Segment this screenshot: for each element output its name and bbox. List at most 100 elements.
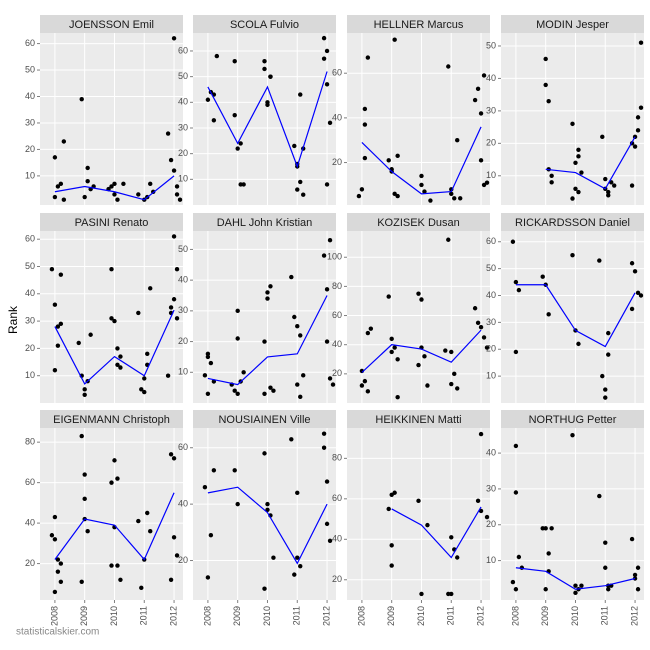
panel-title: HELLNER Marcus: [374, 19, 464, 31]
point: [109, 316, 114, 321]
point: [428, 198, 433, 203]
point: [298, 394, 303, 400]
point: [570, 432, 575, 438]
strip-background: [347, 410, 490, 428]
y-tick-label: 20: [486, 519, 496, 529]
point: [241, 182, 246, 187]
point: [632, 144, 638, 149]
point: [58, 321, 64, 327]
y-tick-label: 30: [178, 122, 188, 132]
point: [570, 121, 575, 127]
point: [232, 112, 237, 118]
point: [118, 577, 123, 582]
trend-line: [391, 506, 482, 559]
panel-background: [347, 428, 490, 600]
point: [241, 370, 246, 375]
x-tick-label: 2011: [446, 606, 456, 625]
point: [298, 333, 303, 338]
trend-line: [54, 492, 175, 561]
point: [395, 394, 400, 400]
y-tick-label: 40: [178, 499, 188, 509]
point: [576, 154, 581, 159]
panel-title: DAHL John Kristian: [217, 217, 313, 229]
point: [543, 526, 548, 531]
point: [449, 381, 454, 387]
point: [79, 433, 84, 439]
point: [516, 287, 522, 293]
point: [232, 59, 237, 64]
point: [208, 360, 214, 366]
point: [606, 193, 611, 198]
y-tick-label: 40: [332, 112, 342, 122]
strip-background: [40, 213, 183, 231]
y-tick-label: 40: [25, 288, 35, 298]
point: [268, 74, 273, 79]
point: [458, 196, 463, 201]
point: [211, 468, 217, 473]
point: [449, 191, 454, 197]
point: [171, 535, 177, 540]
point: [484, 345, 490, 350]
strip-background: [501, 15, 644, 33]
point: [262, 339, 267, 344]
point: [324, 82, 330, 87]
y-tick-label: 80: [332, 453, 342, 463]
point: [214, 53, 220, 59]
point: [171, 456, 177, 461]
point: [546, 98, 551, 104]
y-tick-label: 60: [332, 310, 342, 320]
point: [570, 196, 575, 201]
point: [603, 387, 608, 392]
point: [359, 187, 365, 192]
point: [597, 258, 602, 263]
point: [82, 387, 87, 392]
strip-background: [193, 410, 336, 428]
point: [61, 139, 67, 144]
point: [298, 92, 303, 97]
point: [449, 349, 454, 355]
point: [76, 340, 81, 346]
point: [603, 395, 608, 400]
point: [635, 290, 641, 296]
y-tick-label: 10: [486, 371, 496, 381]
point: [265, 501, 270, 507]
point: [573, 186, 578, 191]
point: [513, 490, 519, 495]
y-tick-label: 20: [178, 148, 188, 158]
y-tick-label: 50: [25, 261, 35, 271]
x-tick-label: 2009: [79, 606, 89, 626]
point: [452, 196, 457, 201]
point: [265, 102, 270, 108]
point: [271, 555, 276, 560]
x-tick-label: 2009: [386, 606, 396, 626]
point: [635, 587, 641, 592]
point: [392, 490, 397, 495]
point: [148, 181, 153, 187]
trend-line: [361, 126, 482, 195]
point: [600, 373, 605, 379]
point: [145, 510, 150, 516]
y-tick-label: 40: [486, 73, 496, 83]
point: [516, 554, 522, 560]
point: [579, 583, 584, 588]
point: [205, 354, 211, 360]
point: [513, 279, 519, 285]
y-tick-label: 20: [25, 558, 35, 568]
point: [52, 589, 58, 595]
x-tick-label: 2012: [168, 606, 178, 626]
x-tick-label: 2011: [139, 606, 149, 625]
point: [171, 168, 177, 173]
x-tick-label: 2012: [629, 606, 639, 626]
point: [324, 521, 330, 527]
x-tick-label: 2011: [600, 606, 610, 625]
point: [579, 170, 584, 175]
point: [327, 120, 333, 126]
y-tick-label: 30: [25, 315, 35, 325]
point: [148, 286, 153, 291]
y-tick-label: 20: [332, 368, 342, 378]
point: [324, 182, 330, 187]
y-tick-label: 30: [486, 483, 496, 493]
panel-background: [501, 231, 644, 403]
point: [510, 579, 516, 585]
y-tick-label: 40: [332, 534, 342, 544]
